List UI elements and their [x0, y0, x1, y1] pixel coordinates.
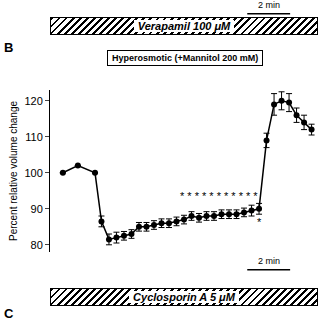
svg-text:100: 100 [24, 167, 42, 179]
html-text:Cyclosporin A 5 μM: Cyclosporin A 5 μM [133, 291, 235, 303]
svg-text:2 min: 2 min [258, 0, 280, 10]
html-text:Hyperosmotic (+Mannitol 200 mM: Hyperosmotic (+Mannitol 200 mM) [112, 53, 259, 63]
html-text:B: B [4, 40, 14, 55]
html-text:C: C [4, 306, 14, 320]
html-text:Verapamil 100 μM: Verapamil 100 μM [137, 20, 231, 32]
svg-text:* * * * * * * * * * *: * * * * * * * * * * * [180, 190, 258, 202]
svg-text:90: 90 [31, 203, 43, 215]
svg-text:120: 120 [24, 95, 42, 107]
svg-text:110: 110 [25, 131, 43, 143]
svg-text:Percent relative volume change: Percent relative volume change [8, 101, 19, 242]
svg-text:80: 80 [31, 239, 43, 251]
svg-text:2 min: 2 min [258, 256, 280, 266]
svg-text:*: * [257, 216, 262, 228]
